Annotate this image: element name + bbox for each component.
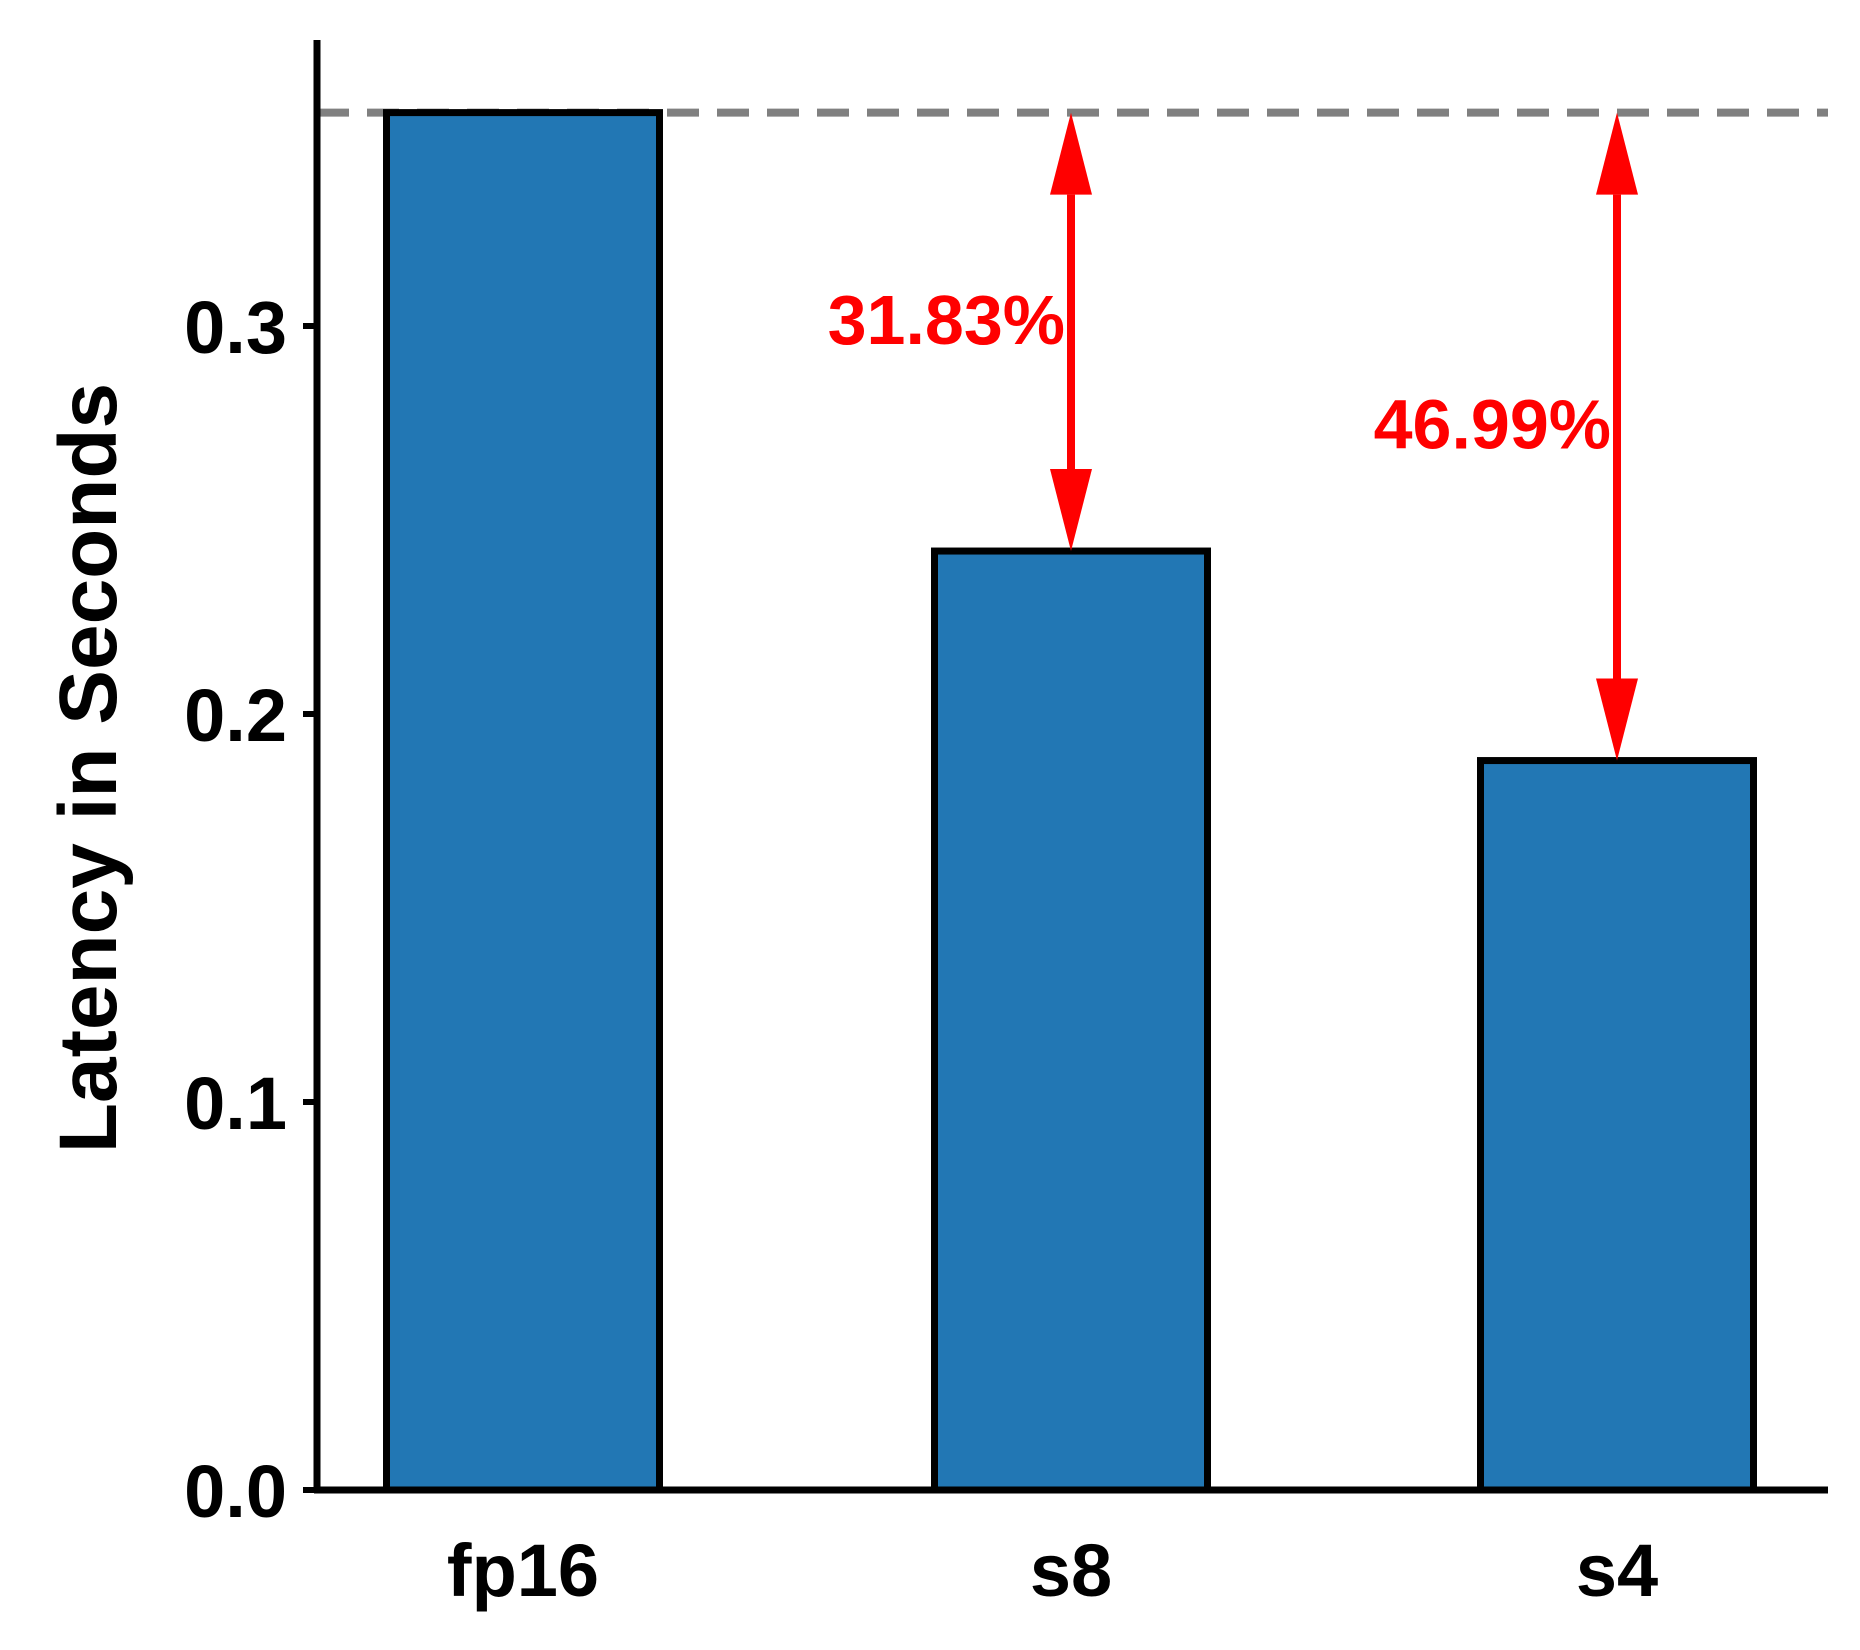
arrow-head-down-s8 — [1050, 469, 1092, 552]
y-tick-label-0.3: 0.3 — [184, 286, 287, 369]
arrow-head-up-s4 — [1596, 112, 1638, 195]
plot-area: fp16 s8 s4 0.0 0.1 0.2 0.3 31.83% 46.99% — [184, 40, 1828, 1612]
bar-s8 — [931, 547, 1211, 1494]
x-tick-label-s8: s8 — [1030, 1529, 1112, 1612]
annotation-label-s8: 31.83% — [828, 281, 1065, 359]
bar-s4 — [1477, 757, 1757, 1494]
annotation-label-s4: 46.99% — [1374, 386, 1611, 464]
y-tick-label-0.2: 0.2 — [184, 674, 287, 757]
x-tick-label-s4: s4 — [1576, 1529, 1658, 1612]
y-tick-label-0.0: 0.0 — [184, 1450, 287, 1533]
bar-fp16 — [383, 109, 663, 1494]
y-tick-label-0.1: 0.1 — [184, 1062, 287, 1145]
y-axis-title: Latency in Seconds — [43, 383, 134, 1153]
x-tick-label-fp16: fp16 — [447, 1529, 599, 1612]
arrow-head-up-s8 — [1050, 112, 1092, 195]
arrow-head-down-s4 — [1596, 678, 1638, 761]
